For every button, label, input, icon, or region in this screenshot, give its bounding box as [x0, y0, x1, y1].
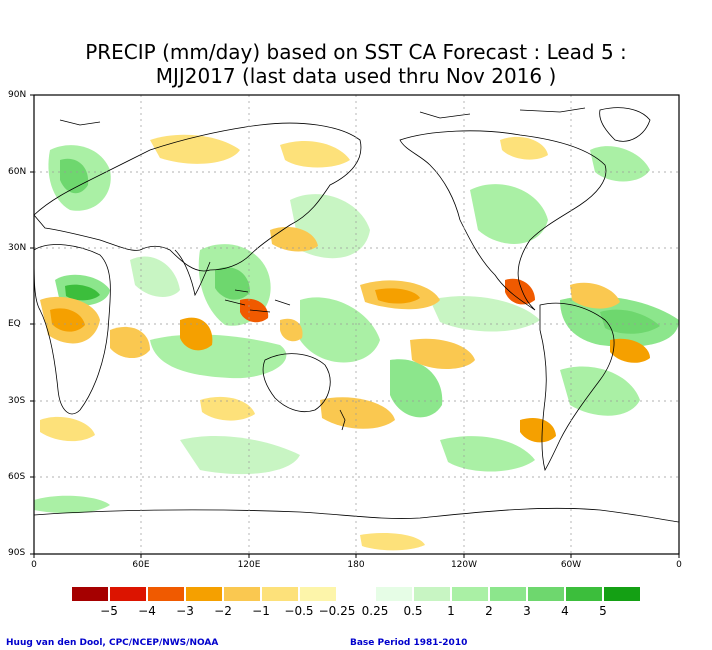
orange-anomaly-alaska [500, 136, 548, 160]
colorbar-swatch [185, 586, 223, 602]
colorbar-swatch [489, 586, 527, 602]
coastlines [34, 107, 679, 523]
antarctica-coastline [34, 507, 679, 523]
orange-anomaly-png [280, 318, 303, 342]
south-america-coastline [539, 302, 615, 472]
orange-anomaly-s-pacific-east [520, 417, 556, 443]
orange-anomaly-n-s-america [570, 282, 620, 309]
colorbar-label: −0.5 [284, 604, 314, 618]
colorbar-swatch [109, 586, 147, 602]
lon-label-60w: 60W [560, 560, 582, 570]
orange-anomaly-ne-asia [280, 140, 350, 168]
orange-anomaly-e-indian-ocean [180, 317, 213, 351]
colorbar-label: 3 [523, 604, 531, 618]
africa-coastline [34, 244, 111, 415]
colorbar-swatch [147, 586, 185, 602]
colorbar-label: 4 [561, 604, 569, 618]
precip-shading [34, 134, 679, 551]
colorbar-swatch [299, 586, 337, 602]
colorbar-swatch [71, 586, 109, 602]
orange-anomaly-gulf-guinea-core [50, 308, 85, 332]
north-america-coastline [399, 130, 607, 311]
arctic-coastline [59, 107, 586, 126]
orange-anomaly-s-indian-ocean [200, 396, 255, 421]
eurasia-coastline [34, 122, 362, 272]
orange-anomaly-se-pacific [410, 338, 475, 369]
green-anomaly-s-america-core [600, 309, 660, 334]
green-anomaly-s-asia-core [215, 267, 250, 300]
colorbar-label: −4 [138, 604, 156, 618]
colorbar-swatch [603, 586, 641, 602]
map-title-line-2: MJJ2017 (last data used thru Nov 2016 ) [155, 64, 557, 88]
colorbar-label: −1 [252, 604, 270, 618]
green-anomaly-e-pacific [430, 296, 540, 332]
orange-anomaly-e-brazil [610, 338, 650, 363]
lat-label-90n: 90N [8, 90, 27, 100]
colorbar-swatch [375, 586, 413, 602]
axis-ticks [30, 94, 680, 558]
lat-label-90s: 90S [8, 548, 26, 558]
green-anomaly-sw-pacific [300, 297, 380, 363]
lat-label-30n: 30N [8, 243, 27, 253]
credit-author: Huug van den Dool, CPC/NCEP/NWS/NOAA [6, 638, 219, 648]
colorbar-label: −3 [176, 604, 194, 618]
lon-label-60e: 60E [132, 560, 150, 570]
orange-anomaly-n-eurasia [150, 134, 240, 164]
colorbar-label: −5 [100, 604, 118, 618]
lat-label-60s: 60S [8, 472, 26, 482]
green-anomaly-southern-ocean-1 [180, 435, 300, 475]
green-anomaly-w-africa-core [65, 284, 100, 301]
greenland-coastline [599, 107, 651, 142]
colorbar-swatch [527, 586, 565, 602]
lon-label-180: 180 [347, 560, 365, 570]
green-anomaly-s-atlantic [560, 366, 640, 416]
orange-anomaly-s-atlantic-east [40, 416, 95, 442]
orange-anomaly-antarctic-coast [360, 533, 425, 551]
lat-label-60n: 60N [8, 167, 27, 177]
green-anomaly-arabia [130, 256, 180, 297]
new-zealand-coastline [339, 409, 346, 431]
orange-anomaly-central-america [505, 278, 535, 305]
green-anomaly-ne-pacific [470, 184, 548, 244]
lat-label-eq: EQ [8, 319, 21, 329]
orange-anomaly-central-africa [110, 326, 150, 359]
orange-anomaly-tasman [320, 397, 395, 429]
green-anomaly-n-europe [590, 146, 650, 182]
green-anomaly-indian-ocean [150, 334, 287, 379]
orange-anomaly-w-pacific-north [270, 226, 318, 252]
colorbar-label: 2 [485, 604, 493, 618]
credit-base-period: Base Period 1981-2010 [350, 638, 468, 648]
colorbar-label: 5 [599, 604, 607, 618]
india-coastline [174, 249, 211, 297]
colorbar-label: 0.25 [361, 604, 389, 618]
colorbar-swatch [565, 586, 603, 602]
indonesia-coastline [224, 289, 291, 313]
lon-label-0: 0 [31, 560, 37, 570]
colorbar-swatch [223, 586, 261, 602]
colorbar-label: 1 [447, 604, 455, 618]
green-anomaly-southern-ocean-3 [34, 495, 110, 514]
colorbar-swatch [337, 586, 375, 602]
colorbar-label: −0.25 [318, 604, 356, 618]
colorbar-swatch [451, 586, 489, 602]
colorbar-swatch [413, 586, 451, 602]
colorbar-label: −2 [214, 604, 232, 618]
colorbar-label: 0.5 [403, 604, 423, 618]
lon-label-120e: 120E [237, 560, 261, 570]
map-title-line-1: PRECIP (mm/day) based on SST CA Forecast… [85, 40, 627, 64]
lon-label-0-east: 0 [676, 560, 682, 570]
lat-label-30s: 30S [8, 396, 26, 406]
orange-anomaly-c-pacific-core [375, 288, 420, 304]
colorbar-swatch [261, 586, 299, 602]
lon-label-120w: 120W [450, 560, 478, 570]
green-anomaly-s-pacific [390, 359, 443, 418]
australia-coastline [262, 353, 331, 413]
graticule [34, 95, 679, 554]
